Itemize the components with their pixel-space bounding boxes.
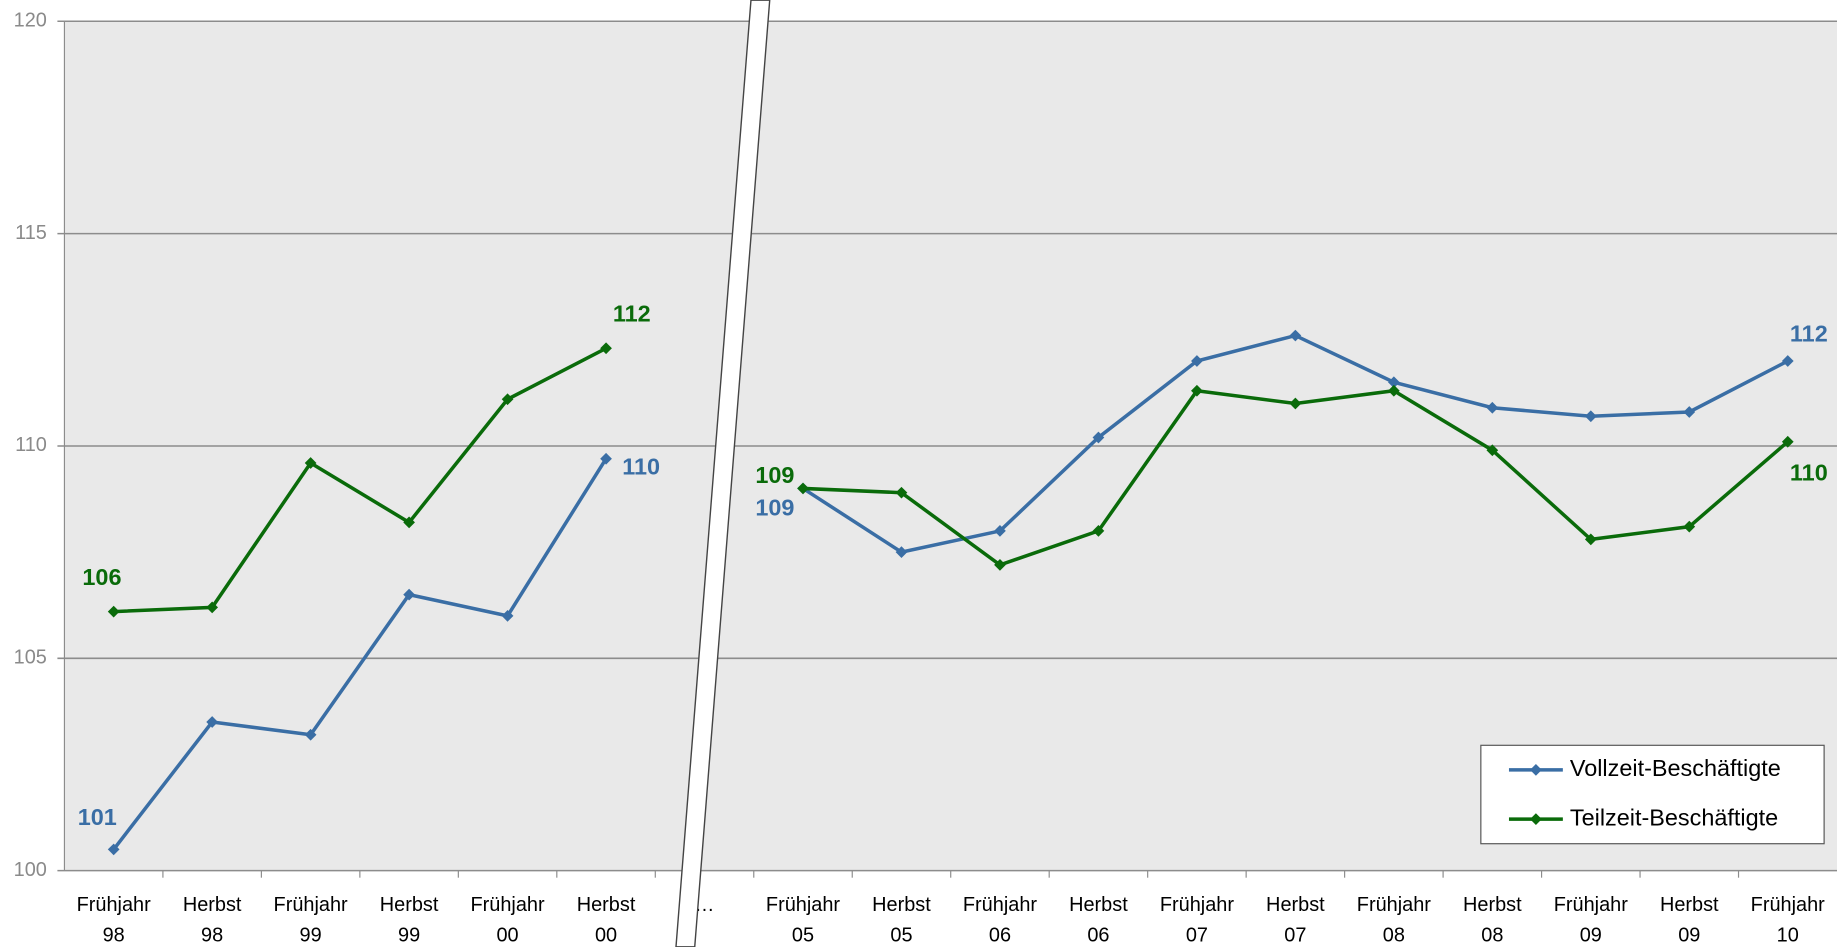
marker [206, 716, 219, 728]
marker [107, 605, 120, 618]
legend-label: Teilzeit-Beschäftigte [1570, 804, 1778, 830]
x-tick-label: Herbst [380, 894, 439, 916]
data-label: 112 [613, 301, 651, 327]
x-tick-label: 05 [792, 925, 814, 947]
y-tick-label: 105 [14, 647, 47, 669]
x-tick-label: Herbst [183, 894, 242, 916]
x-tick-label: Herbst [1266, 894, 1325, 916]
marker [600, 342, 612, 355]
marker [1781, 435, 1794, 448]
marker [1092, 431, 1105, 444]
x-tick-label: Herbst [1463, 894, 1522, 916]
marker [1683, 520, 1696, 533]
data-label: 109 [755, 495, 794, 521]
marker [1191, 355, 1203, 367]
x-tick-label: Frühjahr [1160, 894, 1234, 916]
marker [1289, 329, 1302, 342]
legend-box [1480, 744, 1825, 845]
x-tick-label: Frühjahr [1357, 894, 1431, 916]
x-tick-label: Frühjahr [766, 894, 840, 916]
x-tick-label: Frühjahr [1554, 894, 1628, 916]
x-tick-label: 10 [1777, 925, 1799, 947]
data-label: 101 [78, 804, 117, 830]
x-tick-label: 05 [890, 925, 912, 947]
marker [1683, 406, 1696, 418]
marker [895, 546, 908, 558]
x-tick-label: 99 [398, 925, 420, 947]
series-line [113, 346, 607, 614]
marker [403, 516, 415, 529]
y-tick-label: 115 [15, 222, 47, 244]
x-tick-label: 07 [1284, 925, 1306, 947]
x-tick-label: 07 [1186, 925, 1208, 947]
marker [206, 601, 219, 614]
marker [994, 559, 1006, 571]
x-tick-label: … [695, 894, 715, 916]
marker [1781, 355, 1794, 367]
x-tick-label: 06 [989, 925, 1011, 947]
x-tick-label: 09 [1580, 925, 1602, 947]
marker [107, 843, 120, 856]
data-label: 110 [1790, 460, 1828, 486]
marker [994, 525, 1006, 537]
marker [304, 457, 317, 469]
x-tick-label: Frühjahr [963, 894, 1037, 916]
x-tick-label: 00 [595, 925, 617, 947]
legend-label: Vollzeit-Beschäftigte [1570, 755, 1781, 781]
y-tick-label: 100 [14, 859, 47, 881]
x-tick-label: 08 [1383, 925, 1405, 947]
x-tick-label: 09 [1678, 925, 1700, 947]
marker [1092, 525, 1105, 537]
marker [403, 588, 415, 601]
series-line [112, 457, 608, 851]
marker [1191, 384, 1203, 397]
marker [304, 728, 317, 741]
legend: Vollzeit-Beschäftigte Teilzeit-Beschäftig… [1480, 744, 1825, 845]
marker [1584, 410, 1597, 423]
y-tick-label: 120 [14, 10, 47, 32]
marker [1584, 533, 1597, 546]
y-tick-label: 110 [15, 434, 47, 456]
marker [1289, 397, 1302, 410]
x-tick-label: Herbst [1069, 894, 1128, 916]
marker [501, 609, 514, 622]
data-label: 106 [82, 564, 121, 590]
legend-marker [1530, 764, 1542, 776]
x-tick-label: 98 [201, 925, 223, 947]
data-label: 109 [755, 462, 794, 488]
x-tick-label: Herbst [1660, 894, 1719, 916]
x-tick-label: 00 [496, 925, 518, 947]
marker [895, 486, 908, 499]
marker [600, 452, 612, 465]
x-tick-label: Frühjahr [77, 894, 151, 916]
data-label: 110 [622, 453, 660, 479]
x-tick-label: 99 [300, 925, 322, 947]
x-tick-label: Frühjahr [1751, 894, 1825, 916]
data-label: 112 [1790, 320, 1828, 346]
marker [501, 393, 514, 406]
x-tick-label: Herbst [577, 894, 636, 916]
x-tick-label: 06 [1087, 925, 1109, 947]
x-tick-label: 08 [1481, 925, 1503, 947]
x-tick-label: Herbst [872, 894, 931, 916]
x-tick-label: Frühjahr [471, 894, 545, 916]
x-tick-label: Frühjahr [274, 894, 348, 916]
x-tick-label: 98 [103, 925, 125, 947]
marker [797, 482, 809, 495]
legend-marker [1530, 813, 1542, 825]
